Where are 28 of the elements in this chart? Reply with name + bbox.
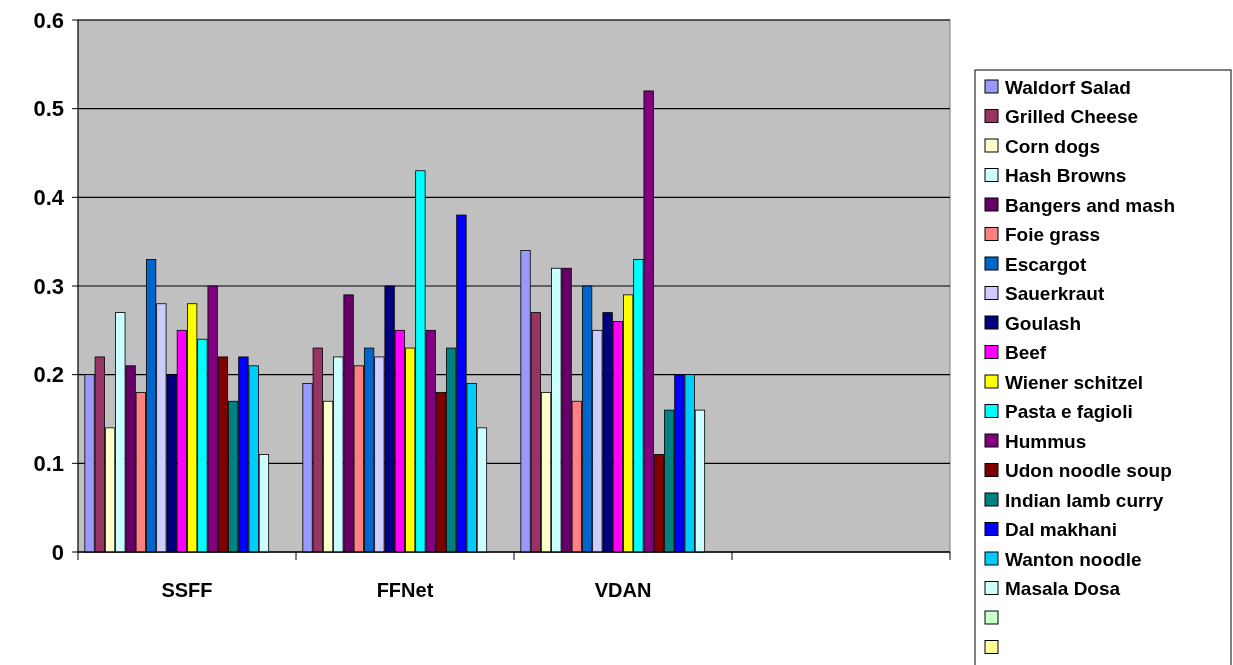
legend-label: Hummus: [1005, 430, 1087, 452]
legend-label: Goulash: [1005, 312, 1082, 334]
legend-label: Beef: [1005, 342, 1047, 364]
legend-label: Escargot: [1005, 253, 1087, 275]
legend-label: Udon noodle soup: [1005, 460, 1172, 482]
legend-label: Wiener schitzel: [1005, 371, 1144, 393]
y-tick-label: 0.2: [33, 362, 64, 388]
legend-label: Indian lamb curry: [1005, 489, 1164, 511]
y-tick-label: 0.3: [33, 273, 64, 299]
y-tick-label: 0.1: [33, 451, 64, 477]
legend-label: Dal makhani: [1005, 519, 1117, 541]
legend-label: Grilled Cheese: [1005, 106, 1139, 128]
legend-label: Waldorf Salad: [1005, 76, 1131, 98]
legend-label: Masala Dosa: [1005, 578, 1121, 600]
x-tick-label: VDAN: [594, 579, 652, 601]
legend-label: Bangers and mash: [1005, 194, 1175, 216]
legend-label: Wanton noodle: [1005, 548, 1142, 570]
y-tick-label: 0: [51, 539, 64, 565]
legend-label: Foie grass: [1005, 224, 1101, 246]
y-tick-label: 0.5: [33, 96, 64, 122]
x-tick-label: FFNet: [376, 579, 434, 601]
legend-label: Hash Browns: [1005, 165, 1127, 187]
legend-label: Pasta e fagioli: [1005, 401, 1133, 423]
legend-label: Sauerkraut: [1005, 283, 1105, 305]
x-tick-label: SSFF: [161, 579, 213, 601]
y-tick-label: 0.6: [33, 7, 64, 33]
y-tick-label: 0.4: [33, 185, 65, 211]
legend-label: Corn dogs: [1005, 135, 1100, 157]
